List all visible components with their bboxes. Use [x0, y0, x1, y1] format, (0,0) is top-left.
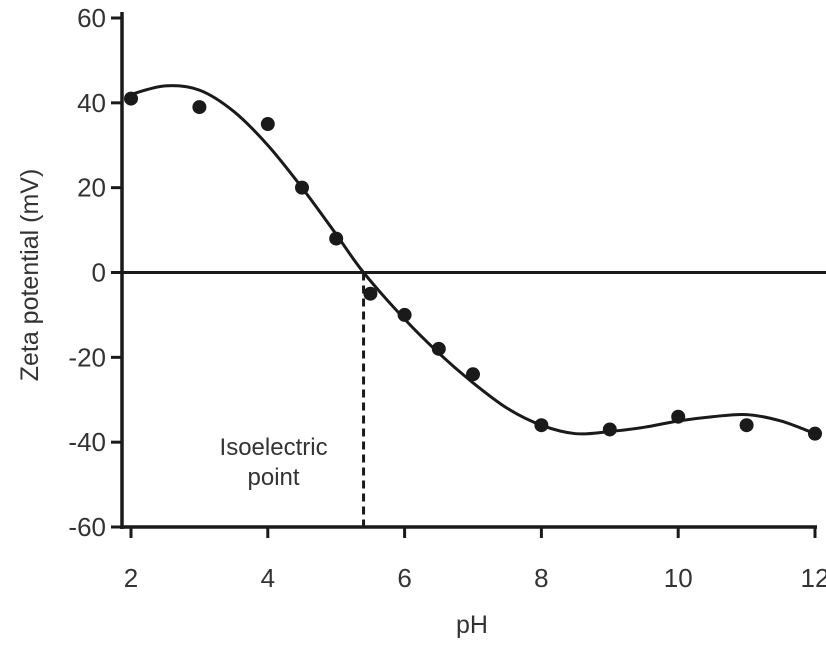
y-tick-label: 40	[77, 88, 106, 118]
y-tick-label: 60	[77, 3, 106, 33]
data-point	[671, 409, 686, 424]
data-point	[431, 341, 446, 356]
x-tick-label: 6	[397, 563, 411, 593]
data-point	[397, 307, 412, 322]
data-points	[124, 91, 822, 441]
x-tick-label: 4	[261, 563, 275, 593]
data-point	[329, 231, 344, 246]
data-point	[534, 418, 549, 433]
annotation-line: point	[248, 464, 300, 491]
data-point	[192, 100, 207, 115]
x-tick-label: 8	[534, 563, 548, 593]
x-axis-title: pH	[456, 611, 488, 639]
x-tick-label: 10	[664, 563, 693, 593]
data-point	[466, 367, 480, 382]
annotations: Isoelectric point	[220, 434, 328, 491]
y-tick-label: 0	[92, 258, 106, 288]
tick-labels: 60 40 20 0 -20 -40 -60 2 4 6 8 10 12	[68, 3, 826, 593]
data-point	[124, 91, 138, 106]
reference-lines	[122, 271, 826, 527]
fit-curve-layer	[130, 84, 816, 436]
data-point	[602, 422, 617, 437]
x-tick-label: 2	[124, 563, 138, 593]
fit-curve	[130, 84, 816, 436]
isoelectric-point-label: Isoelectric point	[220, 434, 328, 491]
axes	[111, 12, 817, 538]
y-tick-label: 20	[77, 173, 106, 203]
data-point	[260, 117, 275, 132]
y-tick-label: -60	[68, 512, 106, 542]
y-tick-label: -20	[68, 342, 106, 372]
data-point	[295, 180, 309, 195]
data-point	[808, 426, 822, 441]
y-tick-label: -40	[68, 427, 106, 457]
data-point	[739, 418, 754, 433]
x-tick-label: 12	[801, 563, 826, 593]
y-axis-title: Zeta potential (mV)	[16, 169, 44, 382]
annotation-line: Isoelectric	[220, 434, 328, 461]
data-point	[363, 286, 378, 301]
